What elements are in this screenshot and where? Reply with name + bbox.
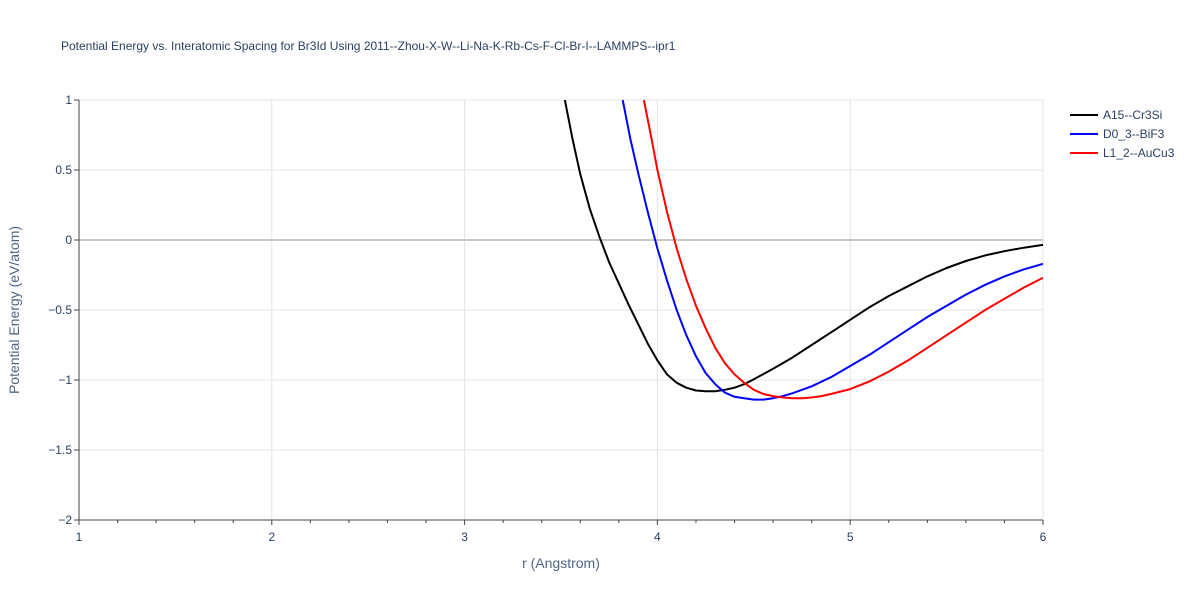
- series-layer: [563, 100, 1043, 401]
- y-tick-label: −2: [58, 513, 72, 527]
- y-tick-label: 1: [65, 93, 72, 107]
- series-line-d0-3-bif3: [621, 100, 1043, 401]
- legend-item-a15-cr3si[interactable]: A15--Cr3Si: [1070, 108, 1162, 122]
- x-tick-label: 2: [268, 530, 275, 544]
- x-tick-label: 3: [461, 530, 468, 544]
- y-tick-label: −0.5: [48, 303, 72, 317]
- y-tick-label: −1.5: [48, 443, 72, 457]
- grid-layer: [78, 99, 1044, 521]
- x-tick-label: 1: [76, 530, 83, 544]
- legend-label: L1_2--AuCu3: [1103, 146, 1175, 160]
- x-tick-label: 6: [1040, 530, 1047, 544]
- series-line-l1-2-aucu3: [642, 100, 1043, 400]
- y-tick-label: 0: [65, 233, 72, 247]
- y-axis-title: Potential Energy (eV/atom): [6, 226, 22, 394]
- legend-item-d0-3-bif3[interactable]: D0_3--BiF3: [1070, 127, 1165, 141]
- legend-label: D0_3--BiF3: [1103, 127, 1165, 141]
- chart-title: Potential Energy vs. Interatomic Spacing…: [61, 39, 676, 53]
- x-axis-title: r (Angstrom): [522, 555, 600, 571]
- legend[interactable]: A15--Cr3Si D0_3--BiF3 L1_2--AuCu3: [1070, 108, 1175, 160]
- y-tick-label: 0.5: [55, 163, 72, 177]
- x-tick-label: 5: [847, 530, 854, 544]
- legend-label: A15--Cr3Si: [1103, 108, 1162, 122]
- x-tick-label: 4: [654, 530, 661, 544]
- legend-item-l1-2-aucu3[interactable]: L1_2--AuCu3: [1070, 146, 1175, 160]
- y-tick-label: −1: [58, 373, 72, 387]
- axes-layer: 1 2 3 4 5 6 1 0.5 0 −0.5 −1 −1.5 −2: [48, 93, 1046, 544]
- series-line-a15-cr3si: [563, 100, 1043, 393]
